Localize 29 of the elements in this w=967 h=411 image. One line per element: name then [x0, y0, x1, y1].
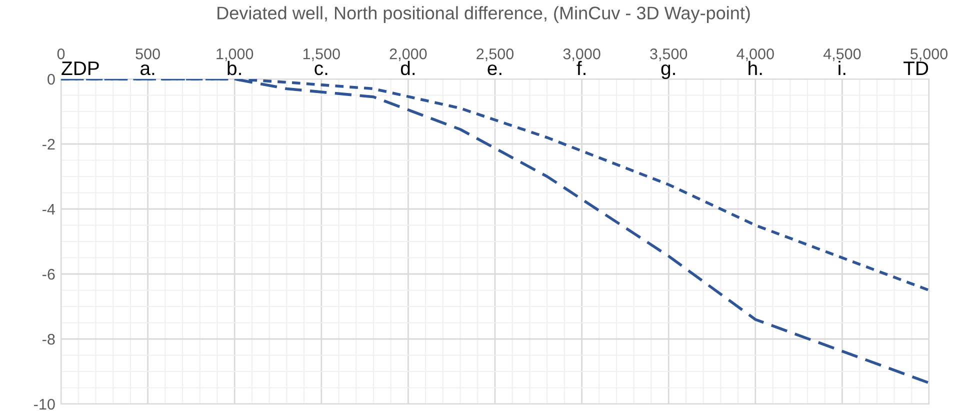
y-tick-label: 0 — [48, 74, 55, 85]
text: e. — [488, 64, 502, 76]
text: a. — [140, 64, 154, 76]
y-tick-label: -8 — [42, 334, 55, 345]
x-tick-label: 1,500 — [303, 48, 340, 62]
x-tick-label: 3,000 — [563, 48, 600, 62]
y-tick-label: -4 — [42, 204, 55, 215]
text: i. — [838, 60, 846, 75]
x-tick-label: 500 — [136, 48, 160, 60]
text: TD — [904, 62, 928, 75]
x-tick-label: 5,000 — [910, 48, 948, 62]
text: f. — [576, 60, 586, 75]
chart-title: Deviated well, North positional difference, (MinCuv - 3D Way-point) — [218, 6, 750, 23]
y-tick-label: -2 — [42, 138, 55, 150]
x-tick-label: 0 — [57, 48, 65, 60]
y-tick-label: -6 — [42, 268, 55, 280]
x-tick-label: 1,000 — [216, 48, 254, 62]
text: d. — [400, 60, 415, 76]
x-tick-label: 2,000 — [390, 48, 427, 62]
text: c. — [314, 64, 328, 76]
x-tick-label: 4,500 — [823, 48, 861, 62]
x-tick-label: 4,000 — [736, 48, 774, 62]
annotation: g. — [661, 64, 675, 79]
text: ZDP — [62, 62, 99, 75]
x-tick-label: 3,500 — [650, 48, 688, 62]
y-tick-label: -10 — [34, 398, 55, 410]
text: b. — [228, 60, 241, 76]
x-tick-label: 2,500 — [476, 48, 514, 62]
text: h. — [748, 60, 762, 75]
